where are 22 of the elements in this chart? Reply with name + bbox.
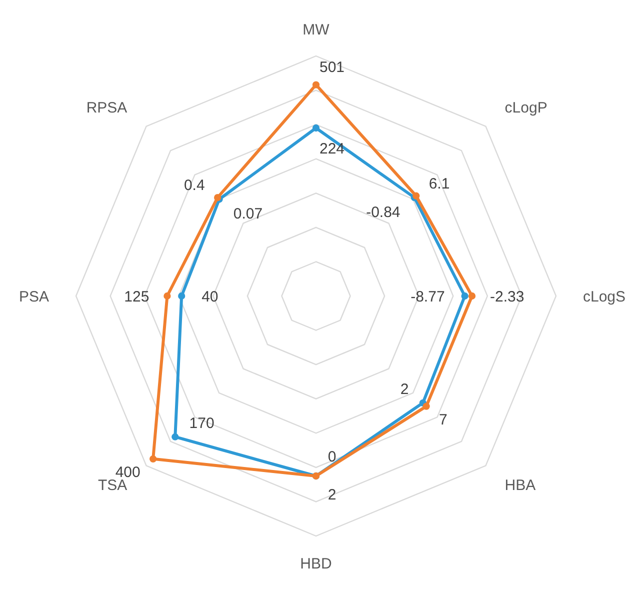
text: 224 <box>319 140 345 158</box>
spoke-label: HBA <box>504 477 536 494</box>
spoke-label: cLogS <box>583 288 626 306</box>
spoke-label: RPSA <box>86 99 128 116</box>
text: 0 <box>328 448 336 466</box>
spoke-label: PSA <box>18 288 49 306</box>
text: 40 <box>202 288 218 306</box>
text: 7 <box>439 411 448 428</box>
text: 0.4 <box>184 177 205 194</box>
text: 2 <box>400 381 409 398</box>
text: 2 <box>328 486 336 504</box>
text: -8.77 <box>410 288 445 306</box>
text: -2.33 <box>490 288 524 306</box>
text: 125 <box>124 288 150 306</box>
text: 6.1 <box>428 175 450 192</box>
text: 501 <box>319 59 345 76</box>
text: 0.07 <box>233 206 263 223</box>
spoke-label: HBD <box>300 555 332 572</box>
text: -0.84 <box>366 204 400 221</box>
text: 170 <box>189 414 214 432</box>
spoke-label: MW <box>302 21 330 38</box>
spoke-label: cLogP <box>504 99 548 116</box>
